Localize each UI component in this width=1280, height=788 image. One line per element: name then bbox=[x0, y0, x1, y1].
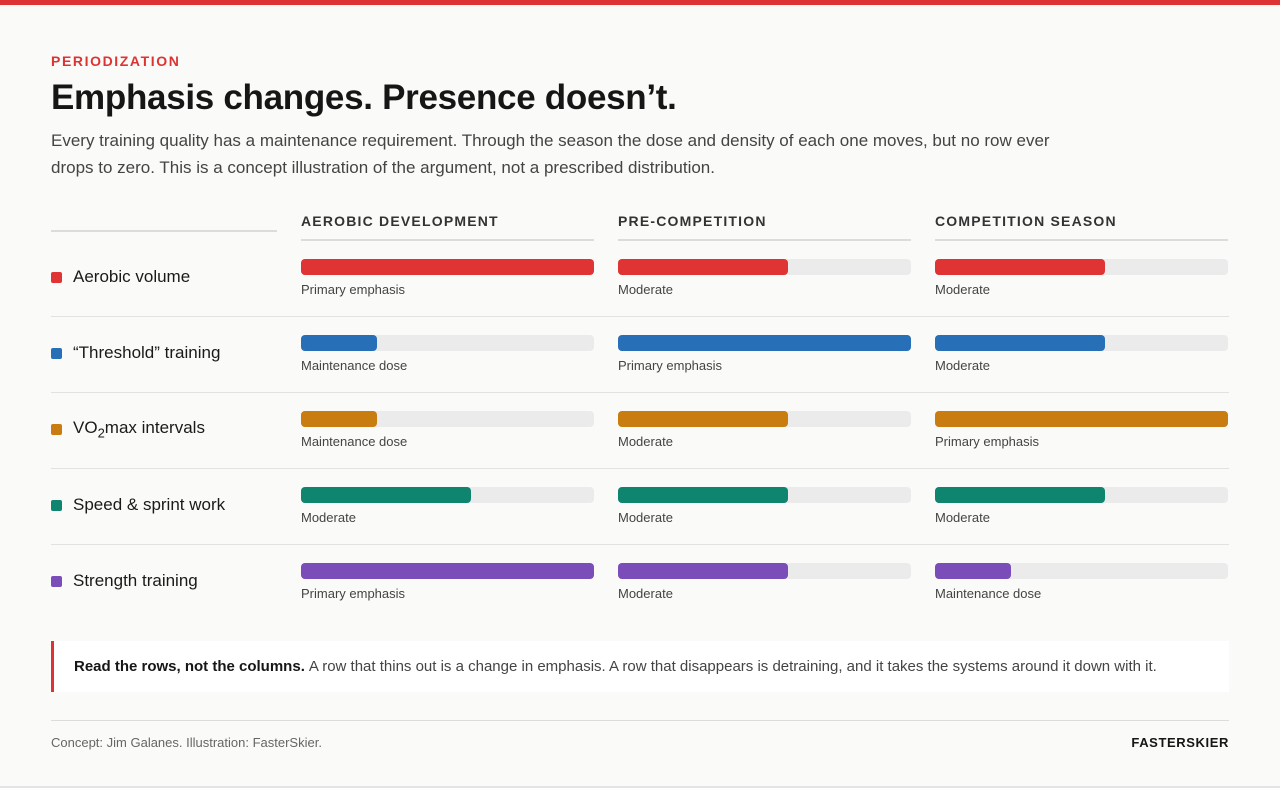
bar-level-label: Moderate bbox=[935, 510, 990, 525]
bar-fill bbox=[301, 487, 471, 503]
bar-fill bbox=[935, 411, 1228, 427]
callout-text: A row that thins out is a change in emph… bbox=[308, 658, 1157, 675]
legend-swatch bbox=[51, 575, 62, 587]
bar-fill bbox=[301, 563, 594, 579]
chart-row: Aerobic volume Primary emphasis Moderate Mo… bbox=[51, 259, 1229, 335]
column-header: COMPETITION SEASON bbox=[935, 213, 1228, 241]
chart-row: VO2max intervals Maintenance dose Moderate… bbox=[51, 411, 1229, 487]
series-name: Strength training bbox=[73, 571, 198, 590]
legend-swatch bbox=[51, 271, 62, 283]
bar-track bbox=[618, 411, 911, 427]
bar-level-label: Moderate bbox=[301, 510, 356, 525]
bar-fill bbox=[618, 259, 788, 275]
bar-level-label: Primary emphasis bbox=[301, 586, 406, 601]
bar-fill bbox=[301, 335, 377, 351]
bar-track bbox=[618, 563, 911, 579]
bar-level-label: Primary emphasis bbox=[935, 434, 1040, 449]
bar-level-label: Moderate bbox=[618, 586, 673, 601]
bottom-border bbox=[0, 786, 1280, 788]
bar-track bbox=[301, 487, 594, 503]
series-label: “Threshold” training bbox=[51, 343, 220, 363]
bar-track bbox=[301, 563, 594, 579]
bar-fill bbox=[935, 259, 1105, 275]
bar-level-label: Maintenance dose bbox=[935, 586, 1042, 601]
row-divider bbox=[51, 392, 1229, 393]
bar-fill bbox=[618, 335, 911, 351]
chart-row: Strength training Primary emphasis Moderat… bbox=[51, 563, 1229, 639]
callout-lead: Read the rows, not the columns. bbox=[74, 658, 305, 675]
bar-track bbox=[618, 335, 911, 351]
eyebrow-label: PERIODIZATION bbox=[51, 53, 181, 69]
series-label: Aerobic volume bbox=[51, 267, 190, 287]
row-divider bbox=[51, 316, 1229, 317]
figure-subtitle: Every training quality has a maintenance… bbox=[51, 131, 1050, 177]
top-accent-bar bbox=[0, 0, 1280, 5]
series-name: Aerobic volume bbox=[73, 267, 191, 286]
bar-fill bbox=[935, 563, 1011, 579]
bar-track bbox=[935, 411, 1228, 427]
bar-level-label: Maintenance dose bbox=[301, 358, 408, 373]
bar-track bbox=[301, 411, 594, 427]
bar-track bbox=[935, 335, 1228, 351]
series-label: VO2max intervals bbox=[51, 417, 205, 441]
bar-track bbox=[935, 563, 1228, 579]
bar-track bbox=[301, 335, 594, 351]
bar-level-label: Moderate bbox=[618, 282, 673, 297]
legend-swatch bbox=[51, 423, 62, 435]
series-label: Speed & sprint work bbox=[51, 495, 225, 515]
footer-divider bbox=[51, 720, 1229, 721]
row-divider bbox=[51, 468, 1229, 469]
bar-fill bbox=[301, 411, 377, 427]
bar-level-label: Primary emphasis bbox=[618, 358, 723, 373]
column-header: PRE-COMPETITION bbox=[618, 213, 911, 241]
bar-level-label: Moderate bbox=[935, 282, 990, 297]
bar-track bbox=[301, 259, 594, 275]
bar-track bbox=[935, 259, 1228, 275]
bar-level-label: Maintenance dose bbox=[301, 434, 408, 449]
legend-swatch bbox=[51, 347, 62, 359]
bar-track bbox=[618, 487, 911, 503]
bar-fill bbox=[618, 411, 788, 427]
bar-fill bbox=[935, 335, 1105, 351]
callout-box: Read the rows, not the columns. A row th… bbox=[51, 641, 1229, 692]
figure-title: Emphasis changes. Presence doesn’t. bbox=[51, 78, 677, 117]
bar-level-label: Moderate bbox=[935, 358, 990, 373]
bar-fill bbox=[618, 563, 788, 579]
chart-row: “Threshold” training Maintenance dose Prim… bbox=[51, 335, 1229, 411]
chart-row: Speed & sprint work Moderate Moderate Moder… bbox=[51, 487, 1229, 563]
series-name: “Threshold” training bbox=[73, 343, 221, 362]
column-header: AEROBIC DEVELOPMENT bbox=[301, 213, 594, 241]
row-divider bbox=[51, 544, 1229, 545]
bar-fill bbox=[301, 259, 594, 275]
bar-track bbox=[618, 259, 911, 275]
label-column-rule bbox=[51, 230, 277, 232]
footer-credit: Concept: Jim Galanes. Illustration: Fast… bbox=[51, 735, 322, 750]
bar-level-label: Moderate bbox=[618, 434, 673, 449]
series-label: Strength training bbox=[51, 571, 198, 591]
footer-brand: FASTERSKIER bbox=[1131, 735, 1229, 750]
bar-fill bbox=[618, 487, 788, 503]
legend-swatch bbox=[51, 499, 62, 511]
bar-level-label: Moderate bbox=[618, 510, 673, 525]
series-name: VO2max intervals bbox=[73, 417, 205, 441]
series-name: Speed & sprint work bbox=[73, 495, 226, 514]
bar-fill bbox=[935, 487, 1105, 503]
bar-track bbox=[935, 487, 1228, 503]
bar-level-label: Primary emphasis bbox=[301, 282, 406, 297]
